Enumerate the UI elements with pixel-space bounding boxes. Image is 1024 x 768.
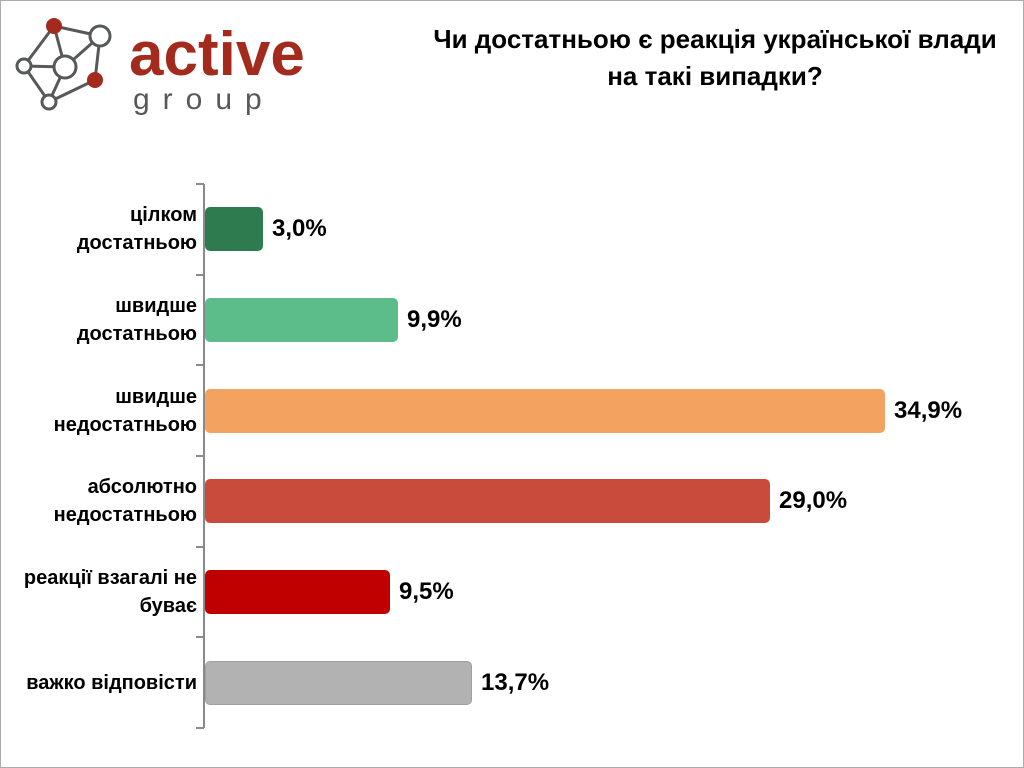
category-label: абсолютно недостатньою bbox=[5, 456, 197, 546]
axis-tick bbox=[196, 364, 204, 367]
bar bbox=[205, 570, 390, 614]
category-label: реакції взагалі не буває bbox=[5, 547, 197, 637]
brand-name-primary: active bbox=[129, 20, 305, 89]
chart-title-line1: Чи достатньою є реакція української влад… bbox=[433, 24, 997, 54]
category-label-line: абсолютно bbox=[87, 476, 197, 499]
bar bbox=[205, 388, 885, 433]
axis-tick bbox=[196, 545, 204, 548]
axis-tick bbox=[196, 183, 204, 185]
node-red-right-icon bbox=[87, 72, 103, 88]
bar bbox=[205, 479, 770, 524]
category-label-line: швидше достатньою bbox=[76, 295, 197, 345]
value-label: 13,7% bbox=[481, 668, 550, 696]
node-red-top-icon bbox=[46, 18, 62, 34]
axis-tick bbox=[196, 273, 204, 276]
network-graph-icon bbox=[15, 18, 112, 111]
bar bbox=[205, 207, 263, 252]
category-label-line: буває bbox=[139, 595, 197, 617]
category-label-line: недостатньою bbox=[53, 413, 197, 436]
category-axis bbox=[203, 184, 205, 728]
category-label-line: реакції взагалі не bbox=[23, 567, 197, 589]
bar bbox=[205, 660, 472, 705]
axis-tick bbox=[196, 636, 204, 639]
brand-name-secondary: group bbox=[133, 83, 275, 116]
category-label-line: цілком достатньою bbox=[76, 204, 197, 255]
chart-title: Чи достатньою є реакція української влад… bbox=[411, 21, 1019, 95]
axis-tick bbox=[196, 455, 204, 457]
category-label-line: важко відповісти bbox=[26, 671, 197, 694]
axis-tick bbox=[196, 727, 204, 729]
value-label: 9,9% bbox=[407, 306, 462, 333]
value-label: 9,5% bbox=[399, 578, 454, 605]
category-label: цілком достатньою bbox=[5, 184, 197, 274]
value-label: 3,0% bbox=[272, 215, 327, 243]
category-label: важко відповісти bbox=[5, 638, 197, 728]
active-group-logo: active group bbox=[15, 18, 305, 116]
chart-title-line2: на такі випадки? bbox=[607, 61, 823, 91]
category-label: швидше недостатньою bbox=[5, 366, 197, 456]
value-label: 29,0% bbox=[779, 487, 848, 515]
bar bbox=[205, 298, 398, 342]
value-label: 34,9% bbox=[894, 396, 963, 424]
category-label: швидше достатньою bbox=[5, 275, 197, 365]
category-label-line: швидше bbox=[115, 385, 197, 408]
category-label-line: недостатньою bbox=[53, 504, 197, 527]
